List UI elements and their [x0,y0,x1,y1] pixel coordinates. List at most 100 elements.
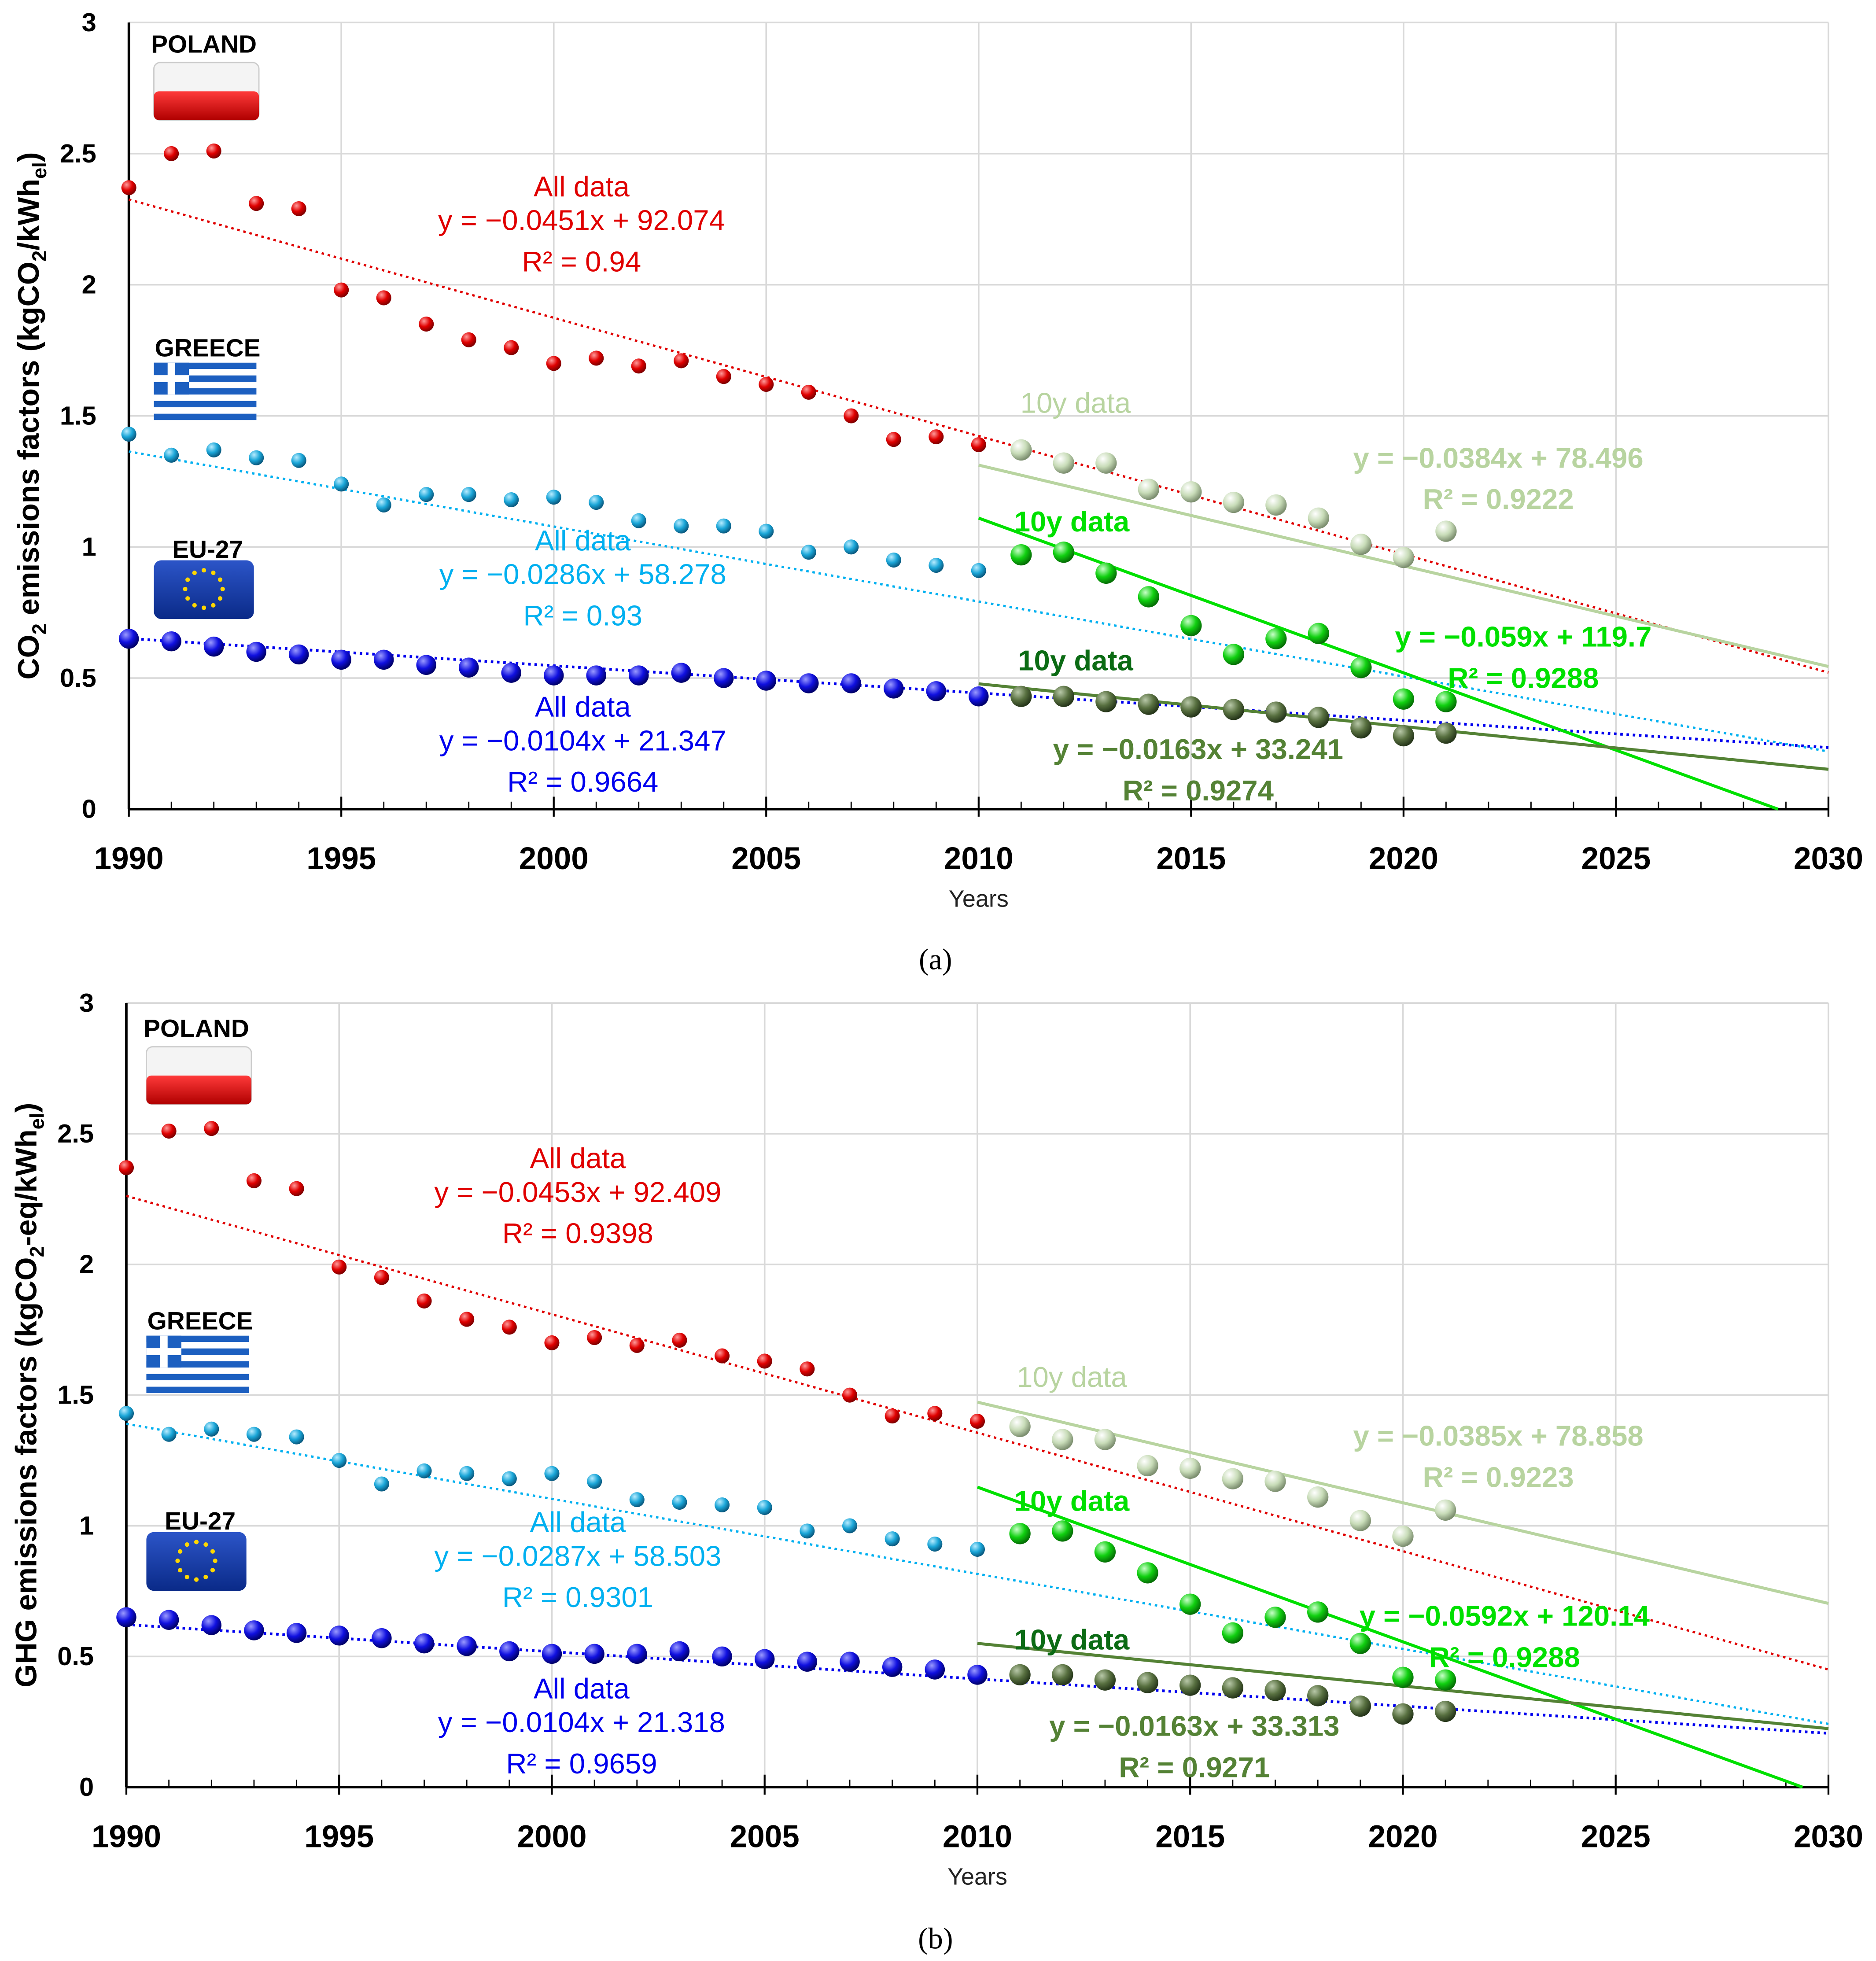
data-point-greece [844,539,859,555]
data-point-greece [1264,1607,1286,1628]
greece-label: GREECE [147,1308,253,1335]
x-tick-label: 1995 [304,1820,374,1854]
flag-star [210,1549,215,1554]
data-point-poland [419,316,434,332]
y-axis-label-part: 2 [28,251,51,262]
data-point-poland [204,1121,219,1136]
x-tick-label: 2020 [1368,1820,1438,1854]
x-tick-label: 2025 [1581,841,1651,876]
y-axis-label-part: 2 [28,623,51,634]
x-tick-label: 1990 [92,1820,161,1854]
data-point-poland [374,1270,389,1285]
flag-blue [146,1532,247,1591]
flag-star [183,586,188,592]
data-point-greece [1010,544,1032,566]
data-point-greece [715,1497,730,1513]
trendline-equation: y = −0.0592x + 120.14 [1360,1600,1650,1632]
series-greece [118,1406,1456,1691]
x-axis-label: Years [949,885,1009,912]
trendline-poland-all [128,198,1829,674]
annotation-poland-10y: 10y data y = −0.0384x + 78.496 R² = 0.9222 [1021,387,1644,515]
data-point-eu-27 [841,673,862,693]
data-point-poland [1222,1468,1244,1489]
data-point-greece [1307,1601,1329,1623]
data-point-poland [121,180,136,195]
data-point-poland [1264,1471,1286,1492]
data-point-poland [1393,546,1415,568]
series-eu-27 [116,1607,1456,1725]
flag-stripe [154,401,257,408]
flag-red [146,1075,252,1105]
data-point-eu-27 [542,1644,562,1664]
annotation-greece-10y: 10y data y = −0.0592x + 120.14 R² = 0.9288 [1014,1485,1650,1673]
y-tick-label: 2 [79,1250,94,1279]
data-point-eu-27 [1179,1674,1201,1696]
eu-label: EU-27 [165,1508,236,1535]
flag-star [178,1568,183,1573]
data-point-eu-27 [201,1615,222,1635]
data-point-greece [969,1541,985,1557]
data-point-eu-27 [1307,1685,1329,1707]
data-point-greece [801,545,816,560]
data-point-greece [1393,688,1415,710]
flag-stripe [146,1368,249,1374]
data-point-eu-27 [244,1620,264,1640]
data-point-eu-27 [797,1651,818,1672]
data-point-greece [589,494,604,510]
data-point-poland [164,146,179,161]
trendline-title: 10y data [1018,645,1133,677]
trendline-equation: y = −0.0453x + 92.409 [434,1176,721,1208]
data-point-poland [461,332,476,347]
flag-star [185,596,190,601]
data-point-poland [629,1338,645,1353]
data-point-eu-27 [884,678,904,699]
data-point-greece [927,1536,943,1552]
flag-star [211,603,216,608]
trendline-equation: y = −0.0104x + 21.318 [438,1706,725,1738]
data-point-poland [1350,534,1372,555]
greece-flag-icon [146,1335,249,1393]
data-point-greece [291,453,306,468]
trendline-greece-10y [977,1485,1803,1789]
flag-star [185,577,190,582]
data-point-greece [504,492,519,508]
data-point-greece [546,490,561,505]
data-point-eu-27 [246,641,266,662]
data-point-greece [631,513,646,528]
data-point-greece [246,1427,262,1442]
trendline-r2: R² = 0.93 [523,599,643,631]
annotation-eu-27-10y: 10y data y = −0.0163x + 33.313 R² = 0.9271 [1014,1624,1340,1784]
data-point-poland [1052,1429,1073,1450]
data-point-poland [971,437,986,453]
data-point-greece [1308,623,1330,644]
grid [126,1002,1829,1788]
x-tick-label: 2010 [944,841,1014,876]
y-tick-label: 0 [79,1772,94,1802]
flag-star [213,1558,217,1563]
data-point-greece [204,1421,219,1437]
flag-star [203,1542,208,1547]
data-point-eu-27 [158,1610,179,1630]
data-point-poland [886,432,901,447]
data-point-poland [1308,507,1330,529]
y-axis-label-part: -eq/kWh [9,1129,43,1246]
data-point-greece [672,1495,687,1510]
eu-flag-icon [146,1532,247,1591]
data-point-poland [206,143,221,159]
y-axis-label-part: GHG emissions factors (kgCO [9,1257,43,1688]
x-tick-label: 2030 [1794,841,1863,876]
chart-b: 0 0.5 1 1.5 2 2.5 3 1990 1995 2000 2005 2010 2015 202… [9,988,1863,1955]
data-point-poland [246,1173,262,1188]
data-point-eu-27 [416,655,436,675]
series-poland [121,143,1457,568]
flag-star [201,605,206,610]
flag-star [178,1549,183,1554]
x-axis-label: Years [947,1864,1007,1890]
data-point-eu-27 [1308,707,1330,728]
data-point-greece [416,1463,432,1478]
data-point-greece [1094,1541,1116,1563]
data-point-poland [844,408,859,424]
data-point-eu-27 [286,1623,307,1643]
